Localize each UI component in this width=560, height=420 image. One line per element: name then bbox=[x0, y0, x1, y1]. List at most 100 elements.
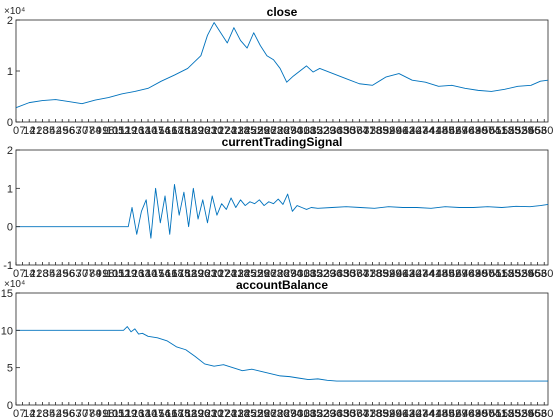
x-tick-label: 203 bbox=[198, 268, 216, 280]
x-tick-label: 308 bbox=[297, 408, 315, 420]
x-tick-label: 343 bbox=[330, 268, 348, 280]
x-tick-label: 154 bbox=[152, 268, 170, 280]
x-tick-label: 98 bbox=[102, 125, 114, 137]
x-tick-label: 147 bbox=[145, 268, 163, 280]
x-tick-label: 546 bbox=[522, 268, 540, 280]
x-tick-label: 196 bbox=[192, 125, 210, 137]
x-tick-label: 525 bbox=[502, 268, 520, 280]
exponent-label: ×10⁴ bbox=[4, 279, 25, 290]
x-tick-label: 28 bbox=[36, 125, 48, 137]
x-tick-label: 385 bbox=[370, 408, 388, 420]
x-tick-label: 259 bbox=[251, 268, 269, 280]
exponent-label: ×10⁴ bbox=[4, 6, 25, 17]
y-tick-label: 2 bbox=[7, 145, 13, 157]
x-tick-label: 336 bbox=[324, 125, 342, 137]
x-tick-label: 343 bbox=[330, 125, 348, 137]
x-tick-label: 91 bbox=[96, 268, 108, 280]
x-tick-label: 189 bbox=[185, 268, 203, 280]
x-tick-label: 266 bbox=[258, 125, 276, 137]
x-tick-label: 161 bbox=[159, 125, 177, 137]
x-tick-label: 168 bbox=[165, 408, 183, 420]
x-tick-label: 406 bbox=[390, 268, 408, 280]
x-tick-label: 84 bbox=[89, 408, 101, 420]
x-tick-label: 259 bbox=[251, 125, 269, 137]
x-tick-label: 350 bbox=[337, 268, 355, 280]
x-tick-label: 224 bbox=[218, 125, 236, 137]
x-tick-label: 189 bbox=[185, 408, 203, 420]
x-tick-label: 14 bbox=[23, 408, 35, 420]
x-tick-label: 273 bbox=[264, 408, 282, 420]
x-tick-label: 42 bbox=[49, 408, 61, 420]
x-tick-label: 175 bbox=[172, 408, 190, 420]
x-tick-label: 525 bbox=[502, 408, 520, 420]
x-tick-label: 329 bbox=[317, 268, 335, 280]
x-tick-label: 245 bbox=[238, 268, 256, 280]
x-tick-label: 350 bbox=[337, 125, 355, 137]
x-tick-label: 490 bbox=[469, 408, 487, 420]
x-tick-label: 91 bbox=[96, 125, 108, 137]
x-tick-label: 0 bbox=[13, 268, 19, 280]
x-tick-label: 238 bbox=[231, 408, 249, 420]
x-tick-label: 273 bbox=[264, 268, 282, 280]
x-tick-label: 553 bbox=[528, 125, 546, 137]
x-tick-label: 21 bbox=[30, 408, 42, 420]
x-tick-label: 210 bbox=[205, 408, 223, 420]
x-tick-label: 35 bbox=[43, 268, 55, 280]
x-tick-label: 532 bbox=[509, 268, 527, 280]
y-tick-label: 1 bbox=[7, 183, 13, 195]
x-tick-label: 252 bbox=[245, 125, 263, 137]
x-tick-label: 35 bbox=[43, 408, 55, 420]
x-tick-label: 560 bbox=[535, 268, 553, 280]
x-tick-label: 336 bbox=[324, 408, 342, 420]
x-tick-label: 70 bbox=[76, 408, 88, 420]
x-tick-label: 301 bbox=[291, 408, 309, 420]
y-tick-label: 0 bbox=[7, 117, 13, 129]
x-tick-label: 483 bbox=[462, 268, 480, 280]
x-tick-label: 217 bbox=[212, 125, 230, 137]
y-tick-label: 0 bbox=[7, 400, 13, 412]
x-tick-label: 7 bbox=[20, 408, 26, 420]
x-tick-label: 49 bbox=[56, 125, 68, 137]
x-tick-label: 406 bbox=[390, 408, 408, 420]
x-tick-label: 385 bbox=[370, 125, 388, 137]
x-tick-label: 371 bbox=[357, 408, 375, 420]
x-tick-label: 70 bbox=[76, 125, 88, 137]
x-tick-label: 378 bbox=[363, 268, 381, 280]
x-tick-label: 196 bbox=[192, 268, 210, 280]
x-tick-label: 126 bbox=[126, 268, 144, 280]
x-tick-label: 133 bbox=[132, 268, 150, 280]
x-tick-label: 161 bbox=[159, 268, 177, 280]
x-tick-label: 119 bbox=[119, 408, 137, 420]
x-tick-label: 42 bbox=[49, 268, 61, 280]
x-tick-label: 539 bbox=[515, 125, 533, 137]
x-tick-label: 301 bbox=[291, 125, 309, 137]
x-tick-label: 511 bbox=[489, 268, 507, 280]
x-tick-label: 119 bbox=[119, 125, 137, 137]
x-tick-label: 455 bbox=[436, 408, 454, 420]
x-tick-label: 392 bbox=[377, 408, 395, 420]
x-tick-label: 315 bbox=[304, 408, 322, 420]
x-tick-label: 483 bbox=[462, 408, 480, 420]
x-tick-label: 357 bbox=[344, 125, 362, 137]
x-tick-label: 343 bbox=[330, 408, 348, 420]
x-tick-label: 126 bbox=[126, 125, 144, 137]
x-tick-label: 371 bbox=[357, 268, 375, 280]
x-tick-label: 462 bbox=[443, 268, 461, 280]
x-tick-label: 28 bbox=[36, 268, 48, 280]
x-tick-label: 7 bbox=[20, 125, 26, 137]
x-tick-label: 427 bbox=[410, 268, 428, 280]
x-tick-label: 532 bbox=[509, 408, 527, 420]
x-tick-label: 77 bbox=[83, 268, 95, 280]
subplots: 012 0 71421283542495663707784919810511211… bbox=[1, 5, 554, 420]
x-tick-label: 182 bbox=[178, 408, 196, 420]
x-tick-label: 63 bbox=[69, 268, 81, 280]
x-tick-label: 308 bbox=[297, 125, 315, 137]
x-tick-label: 308 bbox=[297, 268, 315, 280]
x-tick-label: 518 bbox=[495, 408, 513, 420]
x-tick-label: 553 bbox=[528, 408, 546, 420]
x-tick-label: 245 bbox=[238, 125, 256, 137]
chart-title: currentTradingSignal bbox=[222, 135, 343, 149]
x-tick-label: 455 bbox=[436, 268, 454, 280]
x-tick-label: 14 bbox=[23, 125, 35, 137]
